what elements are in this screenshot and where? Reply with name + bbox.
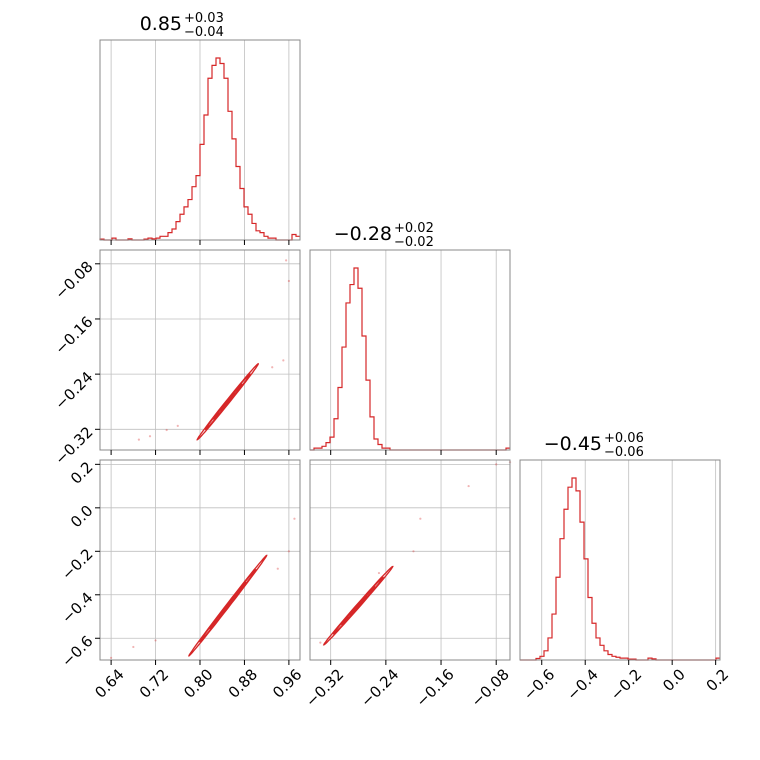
hist-panel-0: 0.85 +0.03−0.04: [99, 11, 301, 245]
sample-point: [132, 645, 135, 649]
param-title-plus: +0.06: [604, 431, 644, 446]
sample-point: [319, 641, 322, 644]
sample-point: [276, 567, 279, 570]
param-title-plus: +0.03: [184, 11, 224, 26]
param-title-plus: +0.02: [394, 221, 434, 236]
hist-panel-1: −0.28 +0.02−0.02: [309, 221, 511, 455]
y-tick-label: −0.6: [58, 632, 96, 670]
y-tick-label: −0.08: [51, 258, 96, 303]
x-tick-label: −0.6: [520, 665, 558, 703]
sample-point: [148, 435, 152, 438]
x-tick-label: −0.32: [302, 665, 347, 710]
sample-point: [176, 424, 179, 427]
sample-point: [293, 517, 296, 520]
y-tick-label: 0.2: [67, 458, 97, 488]
y-tick-label: −0.4: [58, 589, 96, 627]
x-tick-label: 0.96: [269, 665, 305, 701]
hist-panel-2: −0.45 +0.06−0.06: [519, 431, 721, 665]
sample-point: [154, 639, 157, 642]
density-contour: [220, 392, 236, 412]
sample-point: [271, 366, 274, 369]
x-tick-label: −0.2: [607, 665, 645, 703]
y-tick-label: −0.16: [51, 313, 96, 358]
sample-point: [165, 428, 168, 432]
sample-point: [412, 550, 415, 553]
density-contour: [349, 595, 368, 617]
sample-point: [467, 484, 470, 488]
param-title-minus: −0.04: [184, 25, 224, 40]
sample-point: [287, 279, 290, 283]
x-tick-label: 0.80: [180, 665, 216, 701]
y-tick-label: 0.0: [67, 502, 97, 532]
sample-point: [495, 463, 498, 466]
histogram-step: [520, 477, 720, 661]
x-tick-label: −0.16: [412, 665, 457, 710]
sample-point: [419, 517, 422, 520]
panel-frame: [519, 459, 721, 661]
param-title-median: 0.85: [140, 13, 182, 35]
x-tick-label: −0.4: [563, 665, 601, 703]
density-contour: [218, 593, 238, 619]
pair-panel-0-1: [95, 249, 301, 455]
histogram-step: [310, 267, 510, 451]
panel-frame: [309, 249, 511, 451]
pair-panel-0-2: [95, 459, 301, 665]
sample-point: [110, 656, 113, 659]
panel-frame: [309, 459, 511, 661]
pair-panel-1-2: [309, 459, 512, 665]
sample-point: [137, 438, 140, 441]
x-tick-label: 0.0: [659, 665, 689, 695]
y-tick-label: −0.24: [51, 368, 96, 413]
x-tick-label: 0.2: [703, 665, 733, 695]
x-tick-label: 0.88: [225, 665, 261, 701]
y-tick-label: −0.32: [51, 423, 96, 468]
param-title-minus: −0.06: [604, 445, 644, 460]
x-tick-label: 0.72: [136, 665, 172, 701]
y-tick-label: −0.2: [58, 545, 96, 583]
x-tick-label: −0.24: [357, 665, 402, 710]
x-tick-label: −0.08: [468, 665, 513, 710]
x-tick-label: 0.64: [91, 665, 127, 701]
param-title-median: −0.45: [544, 433, 602, 455]
sample-point: [287, 550, 290, 553]
param-title-median: −0.28: [334, 223, 392, 245]
sample-point: [285, 259, 288, 262]
sample-point: [377, 571, 381, 575]
param-title-minus: −0.02: [394, 235, 434, 250]
sample-point: [282, 359, 285, 362]
